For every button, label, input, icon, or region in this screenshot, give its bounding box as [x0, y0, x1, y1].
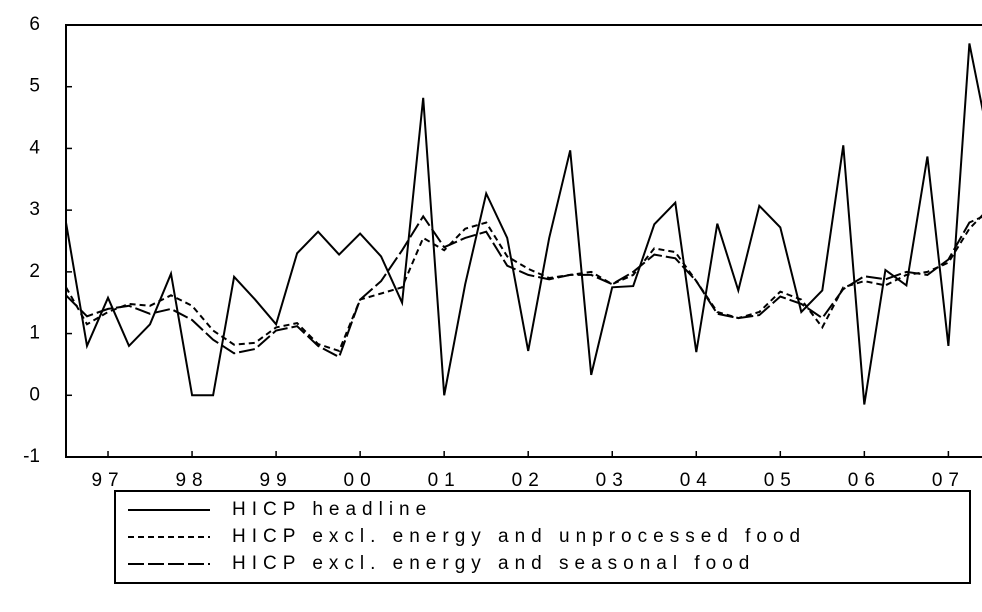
x-tick-label: 01: [428, 470, 461, 491]
y-tick-label: 0: [29, 384, 40, 405]
y-tick-label: 4: [29, 137, 40, 158]
series-line: [66, 214, 982, 359]
y-tick-label: 1: [29, 323, 40, 344]
y-tick-label: 2: [29, 261, 40, 282]
y-tick-label: 6: [29, 14, 40, 35]
series-line: [66, 43, 982, 405]
x-tick-label: 00: [344, 470, 377, 491]
x-tick-label: 04: [680, 470, 713, 491]
x-tick-label: 97: [91, 470, 124, 491]
y-tick-label: -1: [23, 446, 40, 467]
y-tick-label: 3: [29, 199, 40, 220]
plot-area: [66, 43, 982, 405]
x-tick-label: 99: [260, 470, 293, 491]
x-tick-label: 03: [596, 470, 629, 491]
x-tick-label: 05: [764, 470, 797, 491]
x-tick-label: 06: [848, 470, 881, 491]
x-tick-label: 02: [512, 470, 545, 491]
axis-frame: [65, 24, 982, 458]
y-tick-label: 5: [29, 76, 40, 97]
legend-label: HICP headline: [232, 499, 432, 520]
legend-box: [114, 490, 971, 584]
legend-label: HICP excl. energy and seasonal food: [232, 553, 755, 574]
x-tick-label: 98: [175, 470, 208, 491]
x-tick-label: 07: [932, 470, 965, 491]
series-line: [66, 214, 982, 353]
legend-label: HICP excl. energy and unprocessed food: [232, 526, 806, 547]
